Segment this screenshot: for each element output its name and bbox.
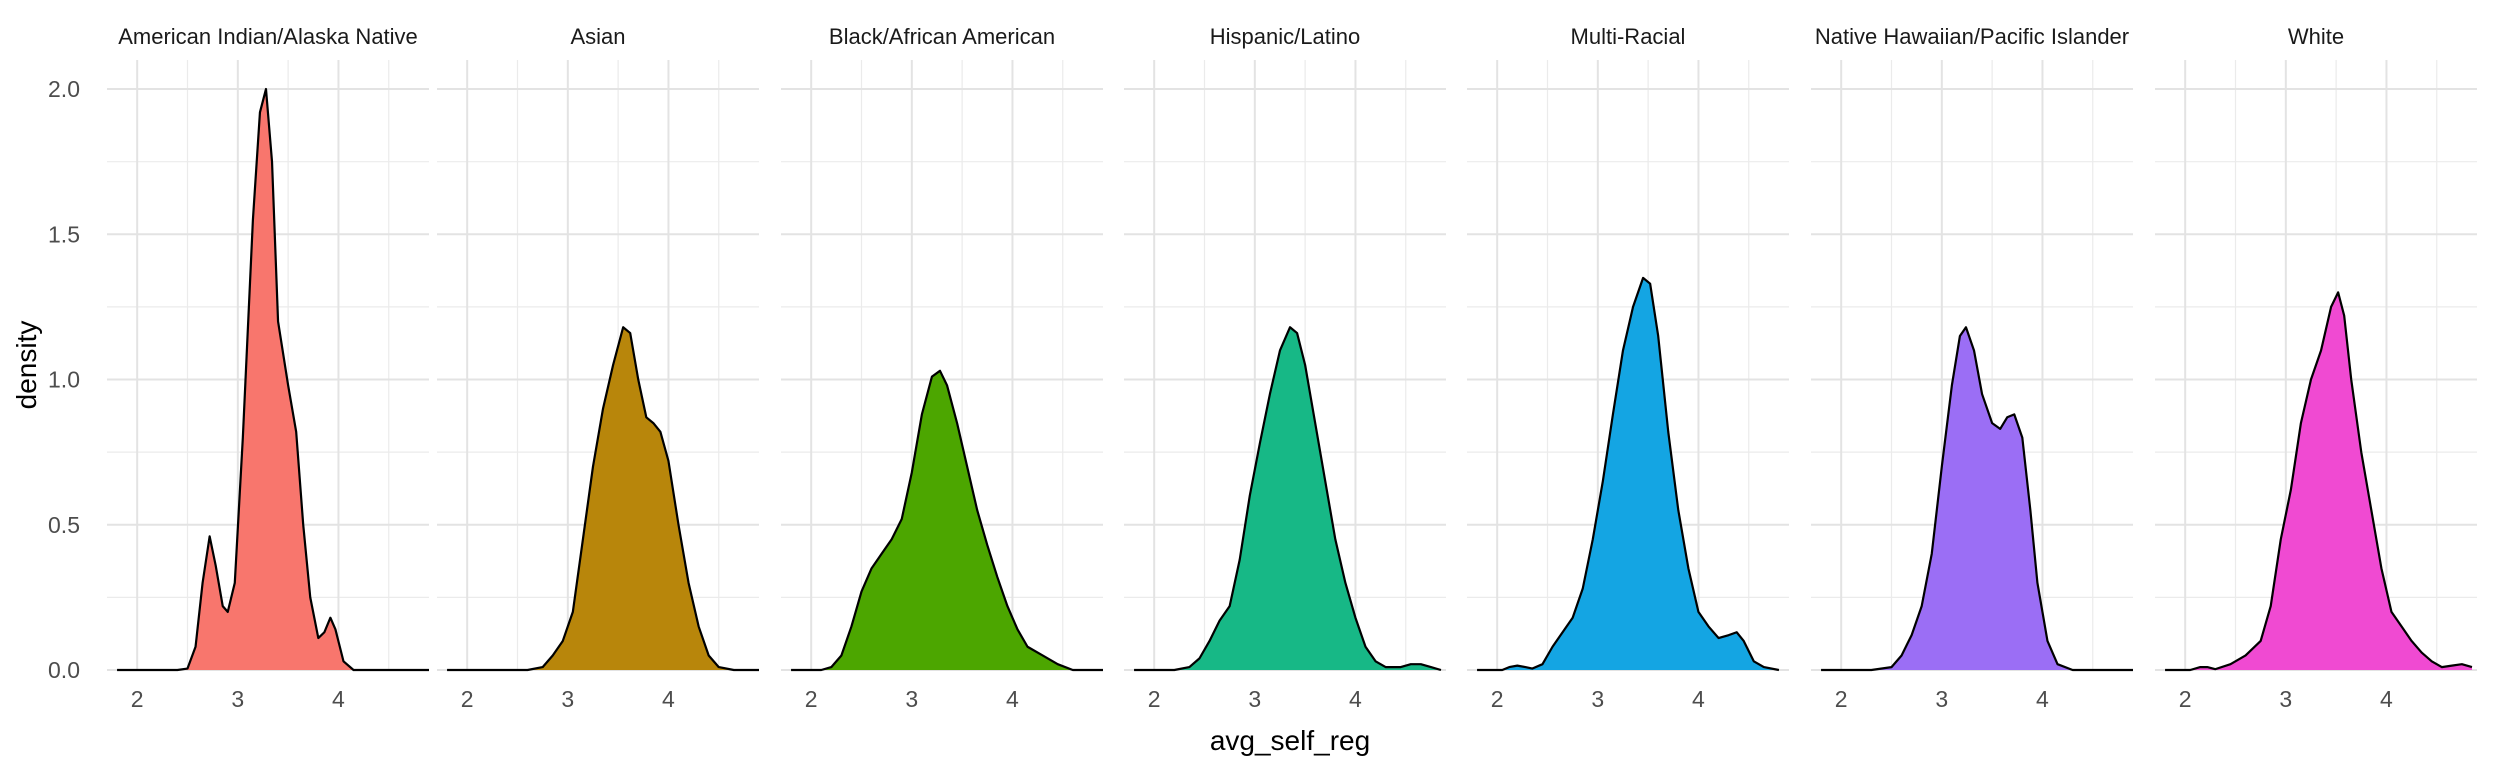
- x-axis-label: avg_self_reg: [1210, 725, 1370, 756]
- x-tick-label: 2: [2179, 686, 2192, 712]
- x-tick-label: 3: [905, 686, 918, 712]
- x-tick-label: 2: [1148, 686, 1161, 712]
- density-area: [1821, 327, 2133, 670]
- facet-panel: White 2 3 4: [2155, 24, 2477, 712]
- density-area: [447, 327, 759, 670]
- x-tick-label: 4: [1692, 686, 1705, 712]
- y-tick-label: 1.0: [48, 367, 80, 393]
- facet-panel: Asian 2 3 4: [437, 24, 759, 712]
- x-tick-label: 3: [561, 686, 574, 712]
- x-tick-label: 2: [461, 686, 474, 712]
- x-tick-label: 2: [1835, 686, 1848, 712]
- x-tick-label: 3: [2279, 686, 2292, 712]
- x-tick-label: 3: [1591, 686, 1604, 712]
- facet-strip-title: Black/African American: [829, 24, 1055, 49]
- x-tick-label: 3: [231, 686, 244, 712]
- density-area: [791, 370, 1103, 670]
- facet-panel: Black/African American 2 3 4: [781, 24, 1103, 712]
- y-tick-label: 0.5: [48, 512, 80, 538]
- density-outline: [1477, 276, 1780, 672]
- facet-panel: Native Hawaiian/Pacific Islander 2 3 4: [1811, 24, 2133, 712]
- x-tick-label: 4: [2036, 686, 2049, 712]
- x-tick-label: 2: [1491, 686, 1504, 712]
- facet-strip-title: Native Hawaiian/Pacific Islander: [1815, 24, 2129, 49]
- x-tick-label: 4: [332, 686, 345, 712]
- y-axis-label: density: [11, 321, 42, 410]
- x-tick-label: 4: [662, 686, 675, 712]
- density-outline: [791, 369, 1103, 672]
- x-tick-label: 4: [1006, 686, 1019, 712]
- facet-panel: Hispanic/Latino 2 3 4: [1124, 24, 1446, 712]
- x-tick-label: 2: [131, 686, 144, 712]
- x-tick-label: 3: [1248, 686, 1261, 712]
- x-tick-label: 4: [2380, 686, 2393, 712]
- facet-strip-title: White: [2288, 24, 2344, 49]
- facet-panel: Multi-Racial 2 3 4: [1467, 24, 1789, 712]
- density-outline: [1821, 326, 2133, 672]
- y-tick-label: 2.0: [48, 76, 80, 102]
- density-outline: [447, 326, 759, 672]
- density-area: [1134, 327, 1441, 670]
- density-outline: [117, 87, 429, 672]
- density-area: [2165, 292, 2472, 670]
- density-area: [117, 89, 429, 671]
- facet-strip-title: Asian: [570, 24, 625, 49]
- density-outline: [2165, 291, 2473, 672]
- x-tick-label: 3: [1935, 686, 1948, 712]
- y-tick-label: 1.5: [48, 221, 80, 247]
- facet-strip-title: Multi-Racial: [1571, 24, 1686, 49]
- density-outline: [1134, 326, 1442, 672]
- density-area: [1477, 277, 1779, 670]
- x-tick-label: 2: [805, 686, 818, 712]
- facet-strip-title: American Indian/Alaska Native: [118, 24, 418, 49]
- facet-strip-title: Hispanic/Latino: [1210, 24, 1360, 49]
- y-tick-label: 0.0: [48, 657, 80, 683]
- facet-panel: American Indian/Alaska Native 2 3 4: [107, 24, 429, 712]
- x-tick-label: 4: [1349, 686, 1362, 712]
